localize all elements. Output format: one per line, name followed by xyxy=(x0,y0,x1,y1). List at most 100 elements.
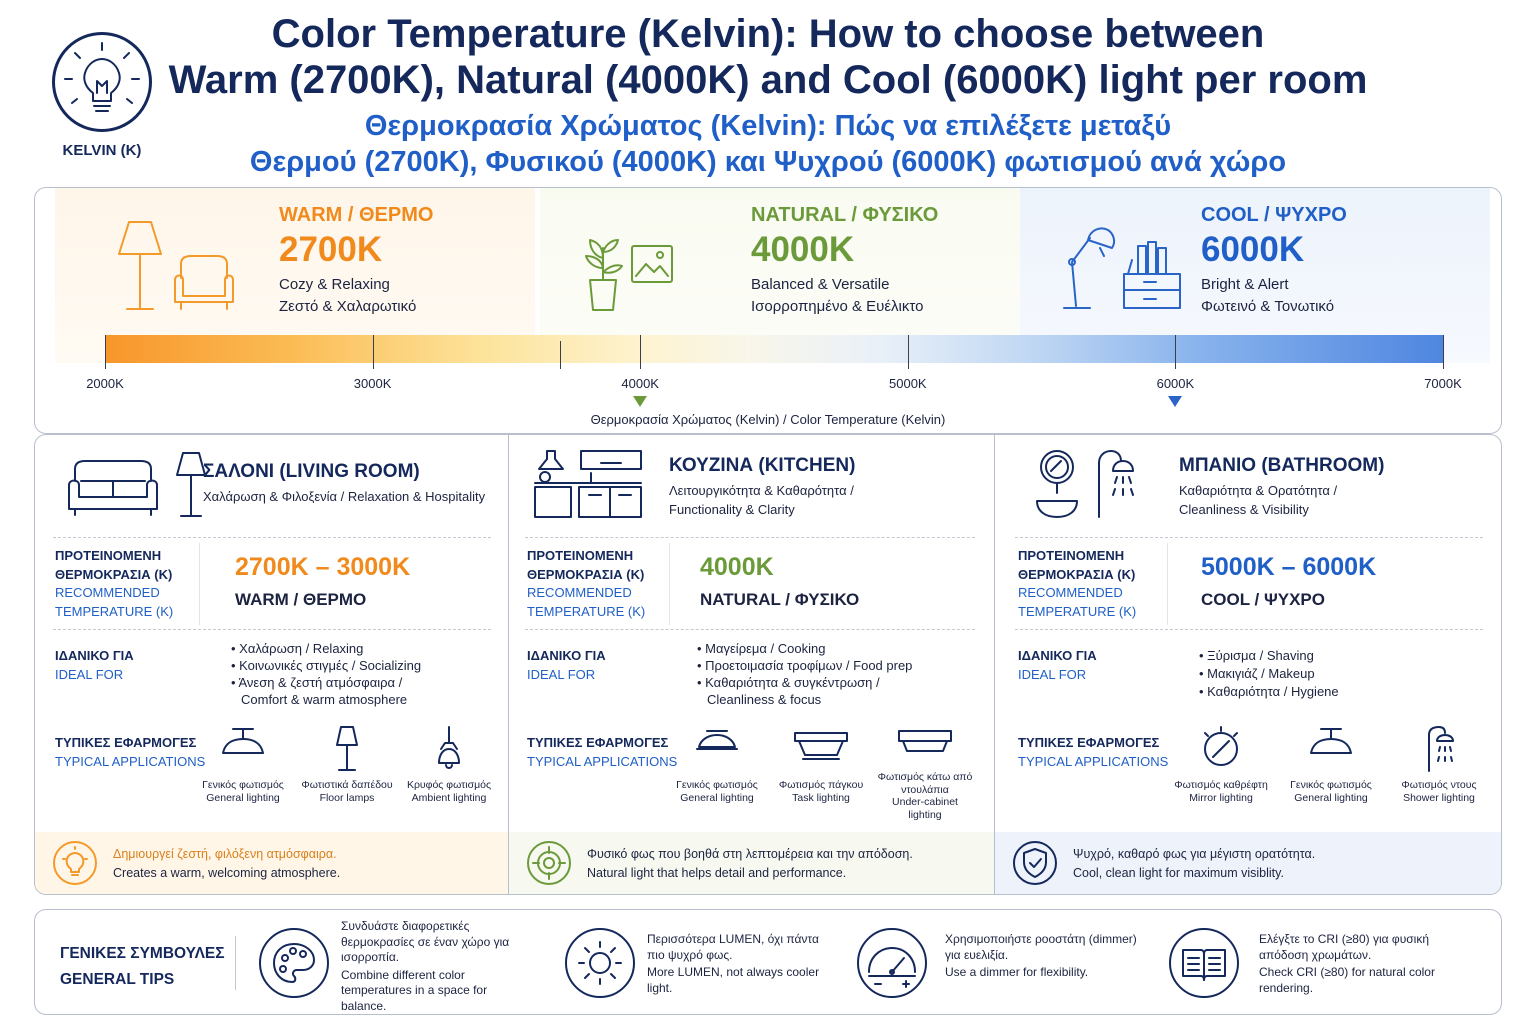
zone-cool-kelvin: 6000K xyxy=(1201,230,1305,269)
room-footer: Ψυχρό, καθαρό φως για μέγιστη ορατότητα.… xyxy=(995,832,1501,894)
title-gr-line1: Θερμοκρασία Χρώματος (Kelvin): Πώς να επ… xyxy=(364,110,1172,142)
zone-warm-heading: WARM / ΘΕΡΜΟ xyxy=(279,204,434,226)
zone-natural-kelvin: 4000K xyxy=(751,230,855,269)
zone-natural-heading: NATURAL / ΦΥΣΙΚΟ xyxy=(751,204,939,226)
tip-4-text: Ελέγξτε το CRI (≥80) για φυσική απόδοση … xyxy=(1259,932,1435,995)
footer-en: Natural light that helps detail and perf… xyxy=(587,866,847,880)
footer-gr: Φυσικό φως που βοηθά στη λεπτομέρεια και… xyxy=(587,847,913,861)
app-general-lighting: Γενικός φωτισμός General lighting xyxy=(193,725,293,804)
under-cabinet-light-icon xyxy=(898,730,952,752)
typical-apps-label: ΤΥΠΙΚΕΣ ΕΦΑΡΜΟΓΕΣ TYPICAL APPLICATIONS xyxy=(527,735,678,769)
lightbulb-icon xyxy=(52,32,152,132)
kelvin-marker xyxy=(633,396,648,407)
title-gr-line2: Θερμού (2700K), Φυσικού (4000K) και Ψυχρ… xyxy=(249,146,1287,178)
room-subtitle: Λειτουργικότητα & Καθαρότητα / Functiona… xyxy=(669,483,854,517)
list-item: Cleanliness & focus xyxy=(707,692,822,707)
mirror-light-icon xyxy=(1204,726,1238,766)
list-item: Προετοιμασία τροφίμων / Food prep xyxy=(697,657,912,674)
ideal-for-label: ΙΔΑΝΙΚΟ ΓΙΑ IDEAL FOR xyxy=(527,648,606,682)
linear-light-icon xyxy=(794,732,848,760)
list-item: Άνεση & ζεστή ατμόσφαιρα / xyxy=(231,674,421,691)
dimmer-gauge-icon xyxy=(857,928,927,998)
footer-en: Creates a warm, welcoming atmosphere. xyxy=(113,866,341,880)
list-item: Μαγείρεμα / Cooking xyxy=(697,640,912,657)
zone-cool-desc-gr: Φωτεινό & Τονωτικό xyxy=(1201,298,1335,315)
list-item: Comfort & warm atmosphere xyxy=(241,692,408,707)
ideal-for-list: Ξύρισμα / Shaving Μακιγιάζ / Makeup Καθα… xyxy=(1199,647,1339,701)
shield-check-icon xyxy=(1013,841,1057,885)
sun-icon xyxy=(565,928,635,998)
shower-icon xyxy=(1428,726,1454,772)
ideal-for-label: ΙΔΑΝΙΚΟ ΓΙΑ IDEAL FOR xyxy=(55,648,134,682)
palette-icon xyxy=(259,928,329,998)
app-mirror-lighting: Φωτισμός καθρέφτη Mirror lighting xyxy=(1165,725,1277,804)
ceiling-light-icon xyxy=(696,730,738,750)
bathroom-icon xyxy=(1036,450,1134,518)
desk-lamp-shelf-icon xyxy=(1063,227,1181,309)
list-item: Ξύρισμα / Shaving xyxy=(1199,647,1339,665)
recommended-label: ΠΡΟΤΕΙΝΟΜΕΝΗ ΘΕΡΜΟΚΡΑΣΙΑ (K) RECOMMENDED… xyxy=(527,548,646,619)
app-general-lighting: Γενικός φωτισμός General lighting xyxy=(1279,725,1383,804)
zone-cool-desc-en: Bright & Alert xyxy=(1201,276,1289,293)
list-item: Χαλάρωση / Relaxing xyxy=(231,640,421,657)
zone-warm-kelvin: 2700K xyxy=(279,230,383,269)
title-en-line1: Color Temperature (Kelvin): How to choos… xyxy=(271,12,1265,56)
recommended-type: NATURAL / ΦΥΣΙΚΟ xyxy=(700,590,860,609)
recommended-type: WARM / ΘΕΡΜΟ xyxy=(235,590,367,609)
axis-tick-label: 3000K xyxy=(353,376,392,391)
typical-apps-label: ΤΥΠΙΚΕΣ ΕΦΑΡΜΟΓΕΣ TYPICAL APPLICATIONS xyxy=(55,735,206,769)
footer-gr: Ψυχρό, καθαρό φως για μέγιστη ορατότητα. xyxy=(1073,847,1316,861)
list-item: Καθαριότητα / Hygiene xyxy=(1199,683,1338,701)
axis-caption: Θερμοκρασία Χρώματος (Kelvin) / Color Te… xyxy=(590,412,946,427)
sofa-floor-lamp-icon xyxy=(68,452,206,517)
axis-tick xyxy=(640,335,642,369)
ideal-for-list: Χαλάρωση / Relaxing Κοινωνικές στιγμές /… xyxy=(231,640,421,708)
room-bathroom: ΜΠΑΝΙΟ (BATHROOM) Καθαριότητα & Ορατότητ… xyxy=(994,434,1502,895)
kitchen-icon xyxy=(534,450,642,518)
kelvin-logo: KELVIN (K) xyxy=(50,32,154,162)
room-footer: Δημιουργεί ζεστή, φιλόξενη ατμόσφαιρα. C… xyxy=(35,832,508,894)
app-shower-lighting: Φωτισμός ντους Shower lighting xyxy=(1389,725,1489,804)
ideal-for-list: Μαγείρεμα / Cooking Προετοιμασία τροφίμω… xyxy=(697,640,912,708)
book-icon xyxy=(1169,928,1239,998)
ceiling-light-icon xyxy=(1310,728,1352,754)
axis-tick xyxy=(105,335,106,369)
app-under-cabinet-lighting: Φωτισμός κάτω από ντουλάπια Under-cabinet… xyxy=(877,725,973,821)
room-title: ΜΠΑΝΙΟ (BATHROOM) xyxy=(1179,455,1385,476)
list-item: Κοινωνικές στιγμές / Socializing xyxy=(231,657,421,674)
zone-warm-desc-gr: Ζεστό & Χαλαρωτικό xyxy=(279,298,417,315)
room-title: ΚΟΥΖΙΝΑ (KITCHEN) xyxy=(669,455,856,476)
axis-minor-tick xyxy=(559,341,561,369)
list-item: Καθαριότητα & συγκέντρωση / xyxy=(697,674,912,691)
kelvin-marker xyxy=(1168,396,1183,407)
room-subtitle: Χαλάρωση & Φιλοξενία / Relaxation & Hosp… xyxy=(203,489,486,504)
room-subtitle: Καθαριότητα & Ορατότητα / Cleanliness & … xyxy=(1179,483,1338,517)
ideal-for-label: ΙΔΑΝΙΚΟ ΓΙΑ IDEAL FOR xyxy=(1018,648,1097,682)
room-living: ΣΑΛΟΝΙ (LIVING ROOM) Χαλάρωση & Φιλοξενί… xyxy=(34,434,509,895)
recommended-label: ΠΡΟΤΕΙΝΟΜΕΝΗ ΘΕΡΜΟΚΡΑΣΙΑ (K) RECOMMENDED… xyxy=(1018,548,1137,619)
target-icon xyxy=(527,841,571,885)
general-tips-panel: ΓΕΝΙΚΕΣ ΣΥΜΒΟΥΛΕΣ GENERAL TIPS Συνδυάστε… xyxy=(34,909,1502,1015)
room-title: ΣΑΛΟΝΙ (LIVING ROOM) xyxy=(203,461,420,482)
pendant-lamp-icon xyxy=(438,726,460,769)
axis-tick xyxy=(1443,335,1444,369)
axis-tick xyxy=(907,335,909,369)
list-item: Μακιγιάζ / Makeup xyxy=(1199,665,1339,683)
app-general-lighting: Γενικός φωτισμός General lighting xyxy=(667,725,767,804)
tip-2-text: Περισσότερα LUMEN, όχι πάντα πιο ψυχρό φ… xyxy=(647,932,820,995)
zone-cool-heading: COOL / ΨΥΧΡΟ xyxy=(1201,204,1347,226)
tip-3-text: Χρησιμοποιήστε ροοστάτη (dimmer) για ευε… xyxy=(945,932,1137,979)
app-ambient-lighting: Κρυφός φωτισμός Ambient lighting xyxy=(399,725,499,804)
kelvin-scale-panel: WARM / ΘΕΡΜΟ 2700K Cozy & Relaxing Ζεστό… xyxy=(34,187,1502,434)
axis-tick xyxy=(1175,335,1177,369)
app-floor-lamps: Φωτιστικά δαπέδου Floor lamps xyxy=(297,725,397,804)
floor-lamp-icon xyxy=(336,726,358,771)
room-kitchen: ΚΟΥΖΙΝΑ (KITCHEN) Λειτουργικότητα & Καθα… xyxy=(508,434,995,895)
zone-warm: WARM / ΘΕΡΜΟ 2700K Cozy & Relaxing Ζεστό… xyxy=(55,188,535,363)
tips-title: ΓΕΝΙΚΕΣ ΣΥΜΒΟΥΛΕΣ GENERAL TIPS xyxy=(60,945,225,988)
recommended-kelvin: 5000K – 6000K xyxy=(1201,553,1377,581)
axis-tick-label: 2000K xyxy=(86,376,124,391)
typical-apps-label: ΤΥΠΙΚΕΣ ΕΦΑΡΜΟΓΕΣ TYPICAL APPLICATIONS xyxy=(1018,735,1169,769)
logo-label: KELVIN (K) xyxy=(62,142,142,159)
footer-gr: Δημιουργεί ζεστή, φιλόξενη ατμόσφαιρα. xyxy=(113,847,337,861)
